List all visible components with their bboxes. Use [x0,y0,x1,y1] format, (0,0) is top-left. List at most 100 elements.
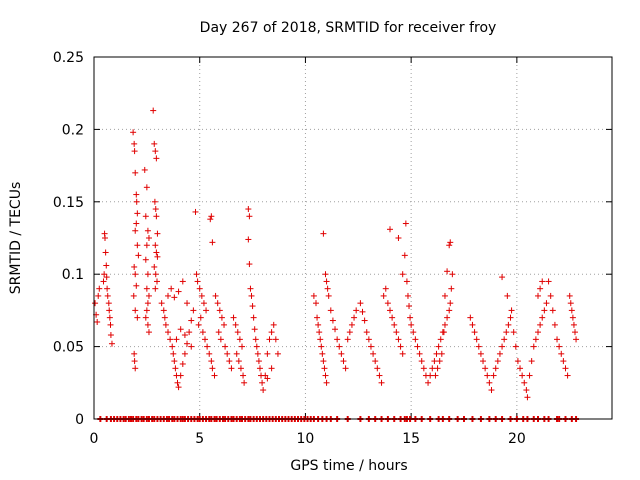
data-point [537,285,544,292]
data-point [425,379,432,386]
data-point [250,314,257,321]
data-point [181,350,188,357]
data-point [144,271,151,278]
data-point [486,379,493,386]
data-point [152,148,159,155]
data-point [92,300,99,307]
data-point [496,350,503,357]
data-point [274,350,281,357]
data-point [541,307,548,314]
data-point [158,300,165,307]
data-point [342,365,349,372]
data-point [480,358,487,365]
grid [94,57,612,419]
data-point [217,336,224,343]
data-point [492,365,499,372]
data-point [325,292,332,299]
data-point [338,350,345,357]
data-point [145,292,152,299]
data-point [241,379,248,386]
data-point [446,307,453,314]
data-point [104,292,111,299]
data-point [523,387,530,394]
data-point [179,360,186,367]
data-point [170,350,177,357]
data-point [535,292,541,299]
data-point [95,292,102,299]
data-point [482,365,489,372]
data-point [151,263,158,270]
data-point [441,292,448,299]
data-point [96,285,103,292]
data-point [246,261,253,268]
data-point [133,191,140,198]
data-point [175,288,182,295]
data-point [554,336,561,343]
y-tick-label: 0.05 [53,340,84,356]
data-point [395,235,402,241]
data-point [572,329,578,336]
data-point [200,300,207,307]
data-point [253,343,260,350]
data-point [407,314,414,321]
data-point [490,372,497,379]
data-point [507,314,514,321]
data-point [564,372,571,379]
data-point [134,210,141,217]
data-point [153,213,160,220]
data-point [521,379,528,386]
data-point [568,307,575,314]
data-point [192,208,199,215]
data-point [449,271,456,278]
data-point [556,343,563,350]
data-point [440,329,447,336]
data-point [179,278,186,285]
data-point [387,307,393,314]
data-point [145,235,152,241]
data-point [226,358,233,365]
data-point [434,365,441,372]
data-point [436,358,443,365]
data-point [143,285,150,292]
data-point [152,285,159,292]
data-point [181,332,188,339]
data-point [212,292,219,299]
data-point [188,317,195,324]
data-point [560,358,567,365]
data-point [194,278,201,285]
data-point [510,329,517,336]
data-point [240,372,247,379]
data-point [514,358,521,365]
data-point [380,292,387,299]
data-point [150,107,157,114]
data-point [365,336,372,343]
data-point [193,271,200,278]
data-point [211,372,218,379]
x-tick-label: 15 [402,431,420,447]
data-point [431,358,438,365]
data-point [418,358,425,365]
data-point [130,129,137,136]
data-point [245,236,252,243]
data-point [402,220,409,227]
data-point [329,317,336,324]
data-point [106,314,113,321]
data-point [251,326,258,333]
data-point [504,292,511,299]
data-point [142,213,149,220]
data-point [237,365,244,372]
data-point [264,350,271,357]
data-point [387,226,393,233]
y-tick-label: 0.25 [53,50,84,66]
data-point [153,155,160,162]
data-point [144,321,151,328]
data-point [570,321,577,328]
data-point [188,343,195,350]
data-point [444,268,451,275]
data-point [372,358,379,365]
data-point [196,285,203,292]
data-point [153,249,160,256]
data-point [152,271,159,278]
data-point [235,358,242,365]
data-point [131,148,138,155]
